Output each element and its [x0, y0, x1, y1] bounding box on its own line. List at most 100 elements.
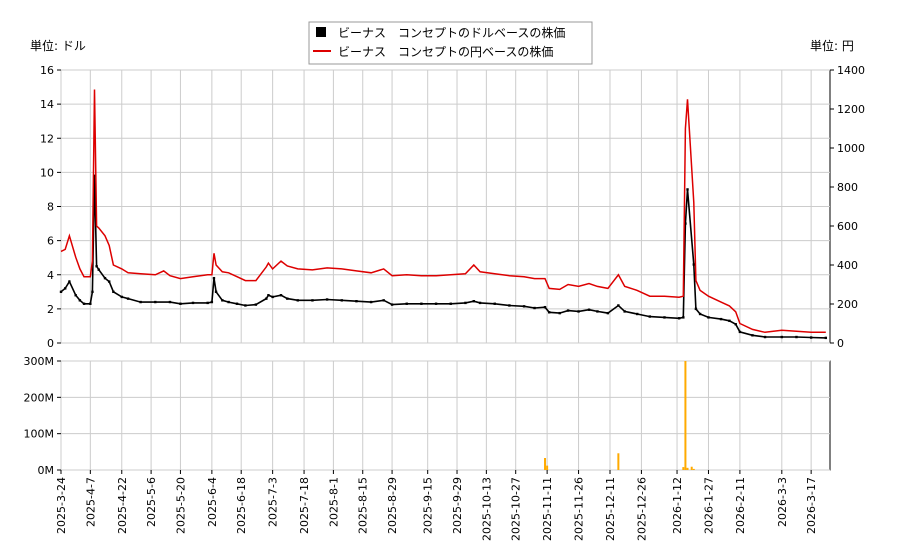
- x-tick-label: 2025-8-15: [357, 477, 370, 534]
- usd-price-point: [636, 312, 639, 316]
- usd-price-point: [254, 303, 258, 306]
- x-tick-label: 2025-12-11: [604, 477, 617, 541]
- x-tick-label: 2025-11-11: [541, 477, 554, 541]
- price-series: [59, 89, 828, 340]
- usd-price-point: [606, 311, 610, 315]
- x-tick-label: 2025-7-3: [267, 477, 280, 527]
- usd-price-point: [390, 303, 394, 306]
- usd-price-point: [112, 290, 115, 294]
- x-tick-label: 2025-4-22: [116, 477, 129, 534]
- usd-price-point: [698, 312, 702, 316]
- x-tick-label: 2026-2-11: [734, 477, 747, 534]
- x-tick-label: 2025-10-13: [480, 477, 493, 541]
- x-tick-label: 2026-1-27: [702, 477, 715, 534]
- right-tick-label: 800: [837, 181, 858, 194]
- usd-price-point: [682, 316, 685, 319]
- usd-price-point: [82, 302, 86, 305]
- usd-price-point: [533, 306, 536, 310]
- right-tick-label: 600: [837, 220, 858, 233]
- usd-price-point: [763, 335, 767, 339]
- right-tick-label: 1400: [837, 64, 865, 77]
- usd-price-point: [596, 310, 599, 313]
- volume-tick-label: 200M: [24, 391, 55, 404]
- usd-price-point: [751, 334, 754, 337]
- price-grid: [60, 69, 830, 344]
- usd-price-point: [206, 301, 209, 305]
- usd-price-point: [355, 299, 358, 303]
- jpy-price-line: [60, 89, 826, 334]
- usd-price-point: [235, 302, 239, 305]
- usd-price-point: [677, 317, 681, 320]
- left-tick-label: 2: [47, 303, 54, 316]
- volume-bar: [617, 453, 620, 470]
- usd-price-point: [464, 301, 467, 305]
- usd-price-point: [694, 307, 698, 311]
- usd-price-point: [179, 302, 182, 305]
- usd-price-point: [91, 290, 94, 294]
- usd-price-point: [59, 290, 63, 294]
- usd-price-point: [686, 188, 689, 191]
- usd-price-point: [587, 308, 591, 311]
- volume-panel: 0M 100M 200M 300M 2025-3-24 2025-4-7 2025-4-2…: [24, 355, 831, 541]
- volume-bar: [684, 361, 687, 470]
- right-tick-label: 1000: [837, 142, 865, 155]
- usd-price-point: [617, 304, 620, 307]
- x-tick-label: 2025-6-4: [206, 477, 219, 527]
- volume-bar: [686, 467, 689, 470]
- usd-price-point: [210, 300, 214, 304]
- usd-price-point: [95, 265, 98, 268]
- usd-price-point: [286, 297, 289, 300]
- usd-price-point: [340, 299, 343, 302]
- usd-price-point: [493, 302, 496, 305]
- usd-price-point: [684, 222, 687, 225]
- usd-price-point: [719, 317, 723, 321]
- right-tick-label: 1200: [837, 103, 865, 116]
- x-tick-label: 2025-3-24: [55, 477, 68, 534]
- x-tick-label: 2026-3-17: [805, 477, 818, 534]
- left-tick-label: 8: [47, 201, 54, 214]
- usd-price-point: [824, 336, 828, 340]
- x-tick-label: 2025-11-26: [573, 477, 586, 541]
- usd-price-point: [809, 336, 813, 339]
- usd-price-point: [154, 300, 157, 304]
- usd-price-point: [103, 276, 107, 280]
- usd-price-point: [227, 300, 230, 304]
- volume-axis: 0M 100M 200M 300M: [24, 355, 61, 477]
- left-tick-label: 14: [40, 98, 54, 111]
- x-tick-label: 2025-4-7: [84, 477, 97, 527]
- usd-price-point: [648, 315, 651, 318]
- volume-grid: [60, 360, 830, 471]
- volume-bar: [692, 468, 695, 470]
- right-tick-label: 0: [837, 337, 844, 350]
- usd-price-point: [107, 280, 111, 283]
- volume-tick-label: 0M: [38, 464, 55, 477]
- usd-price-point: [420, 302, 423, 305]
- legend: ビーナス コンセプトのドルベースの株価 ビーナス コンセプトの円ベースの株価: [308, 21, 593, 65]
- legend-marker-usd: [316, 27, 326, 37]
- x-tick-label: 2025-8-29: [386, 477, 399, 534]
- usd-price-point: [168, 300, 172, 304]
- usd-price-point: [271, 295, 274, 299]
- x-tick-label: 2025-6-18: [235, 477, 248, 534]
- usd-price-point: [221, 299, 224, 302]
- usd-price-point: [267, 294, 270, 297]
- usd-price-point: [212, 276, 216, 280]
- usd-price-point: [449, 302, 452, 305]
- x-tick-label: 2025-8-1: [327, 477, 340, 527]
- x-tick-label: 2026-3-3: [776, 477, 789, 527]
- left-tick-label: 4: [47, 269, 54, 282]
- date-axis: 2025-3-24 2025-4-7 2025-4-22 2025-5-6 2025-5…: [55, 470, 818, 541]
- usd-price-point: [522, 305, 526, 308]
- volume-bars: [544, 361, 695, 470]
- price-left-axis: 0 2 4 6 8 10 12 14 16: [40, 64, 61, 350]
- usd-price-point: [311, 299, 314, 302]
- usd-price-point: [795, 335, 798, 339]
- left-tick-label: 6: [47, 235, 54, 248]
- x-tick-label: 2025-10-27: [510, 477, 523, 541]
- x-tick-label: 2026-1-12: [671, 477, 684, 534]
- usd-price-point: [577, 310, 580, 313]
- volume-bar: [544, 458, 547, 470]
- usd-price-point: [508, 304, 511, 307]
